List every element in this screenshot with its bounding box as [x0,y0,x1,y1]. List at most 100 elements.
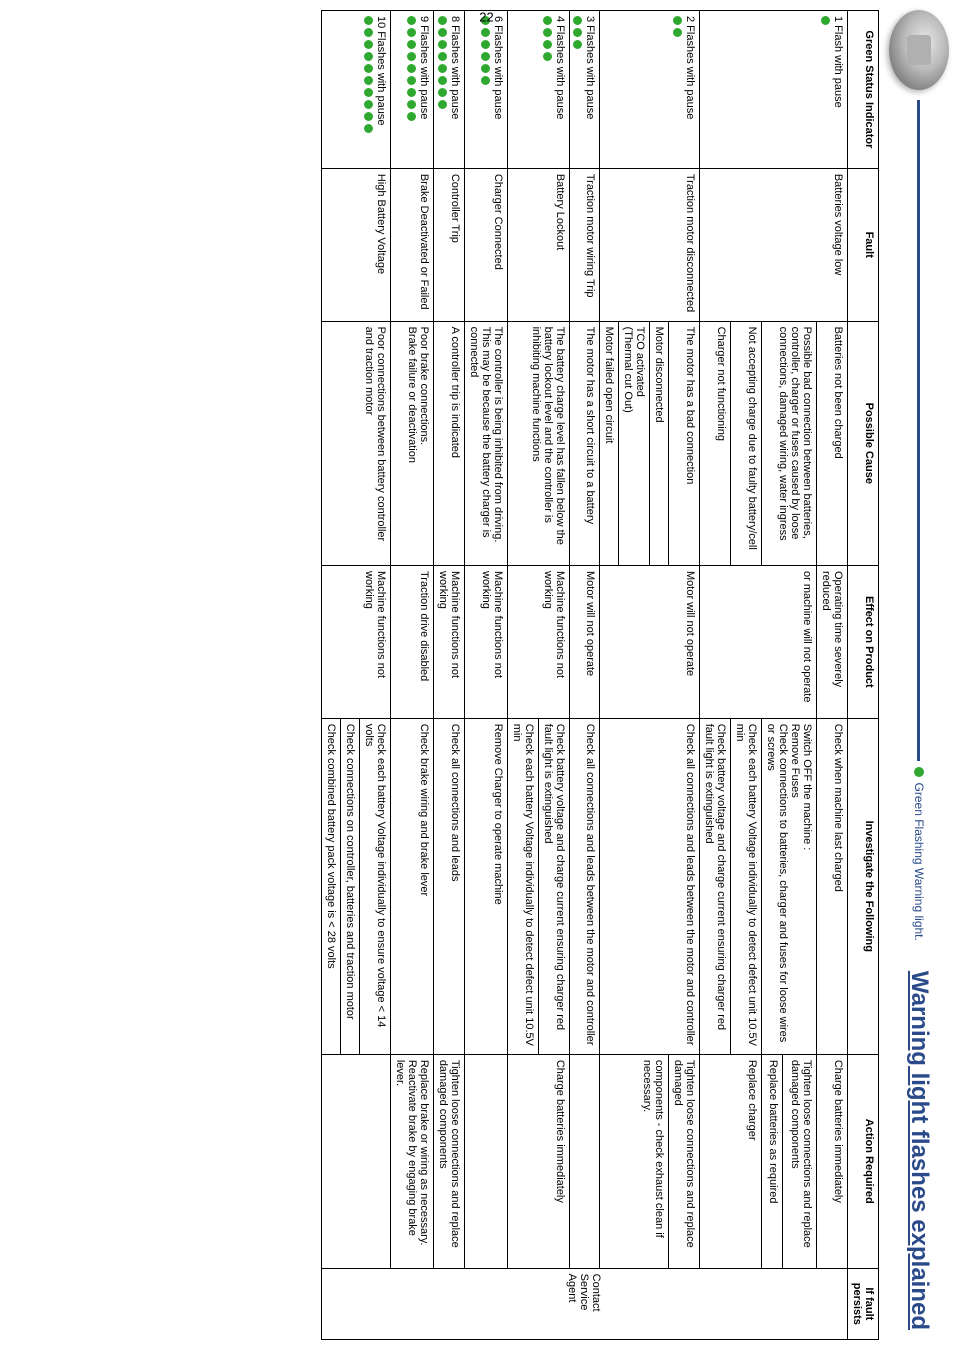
table-cell: Machine functions not working [508,566,570,719]
table-cell: Motor disconnected [650,321,669,565]
table-cell: Charger Connected [465,168,508,321]
col-header: Green Status Indicator [848,11,879,169]
table-header-row: Green Status Indicator Fault Possible Ca… [848,11,879,1340]
table-cell: Switch OFF the machine :Remove FusesChec… [762,718,817,1054]
dot-icon [364,52,373,61]
table-cell: The motor has a bad connection [669,321,700,565]
table-cell: Tighten loose connections and replace da… [782,1054,816,1268]
table-cell: TCO activated(Thermal cut Out) [619,321,650,565]
dot-icon [438,76,447,85]
dot-icon [438,64,447,73]
table-cell: Controller Trip [434,168,465,321]
table-cell: Machine functions not working [434,566,465,719]
table-cell: components - check exhaust clean if nece… [600,1054,669,1268]
table-cell: 1 Flash with pause [700,11,848,169]
table-cell: Check each battery Voltage individually … [731,718,762,1054]
table-cell [465,1054,508,1268]
table-cell: Check brake wiring and brake lever [391,718,434,1054]
table-cell: Traction drive disabled [391,566,434,719]
dot-icon [364,112,373,121]
table-cell: Charger not functioning [700,321,731,565]
dot-icon [364,64,373,73]
table-cell: 9 Flashes with pause [391,11,434,169]
table-cell: Batteries not been charged [817,321,848,565]
table-cell: Not accepting charge due to faulty batte… [731,321,762,565]
dot-icon [481,76,490,85]
table-cell: Replace charger [700,1054,762,1268]
dot-icon [438,100,447,109]
table-cell: or machine will not operate [700,566,817,719]
dot-icon [407,28,416,37]
table-cell: 8 Flashes with pause [434,11,465,169]
table-cell: Motor will not operate [570,566,600,719]
dot-icon [407,88,416,97]
table-cell: High Battery Voltage [322,168,391,321]
table-cell: Poor connections between battery control… [322,321,391,565]
col-header: Action Required [848,1054,879,1268]
dot-icon [573,16,582,25]
table-cell: Poor brake connections.Brake failure or … [391,321,434,565]
table-cell: 2 Flashes with pause [600,11,700,169]
dot-icon [364,28,373,37]
dot-icon [364,76,373,85]
dot-icon [364,16,373,25]
table-cell: Machine functions not working [465,566,508,719]
flash-dots [821,16,830,163]
flash-dots [673,16,682,163]
dot-icon [573,40,582,49]
col-header: Fault [848,168,879,321]
dot-icon [364,40,373,49]
table-cell: Charge batteries immediately [508,1054,570,1268]
table-cell: Brake Deactivated or Failed [391,168,434,321]
flash-dots [407,16,416,163]
flash-dots [481,16,490,163]
table-cell: Check connections on controller, batteri… [341,718,360,1054]
table-cell: Check all connections and leads between … [570,718,600,1054]
dot-icon [407,52,416,61]
table-cell: 6 Flashes with pause [465,11,508,169]
table-cell: Check battery voltage and charge current… [539,718,570,1054]
dot-icon [407,112,416,121]
flash-dots [364,16,373,163]
table-cell: Batteries voltage low [700,168,848,321]
dot-icon [821,16,830,25]
table-cell: 3 Flashes with pause [570,11,600,169]
col-header: If fault persists [848,1268,879,1339]
col-header: Effect on Product [848,566,879,719]
table-cell [322,1054,391,1268]
dot-icon [438,16,447,25]
table-cell: Traction motor disconnected [600,168,700,321]
page-header: Green Flashing Warning light. Warning li… [884,0,954,1350]
dot-icon [543,52,552,61]
dot-icon [481,52,490,61]
table-cell: Check each battery Voltage individually … [508,718,539,1054]
col-header: Possible Cause [848,321,879,565]
dot-icon [573,28,582,37]
table-cell: The motor has a short circuit to a batte… [570,321,600,565]
dot-icon [407,40,416,49]
table-cell: Operating time severely reduced [817,566,848,719]
table-cell: Possible bad connection between batterie… [762,321,817,565]
header-rule [918,100,921,761]
dot-icon [481,28,490,37]
table-cell: Tighten loose connections and replace da… [669,1054,700,1268]
table-cell: Charge batteries immediately [817,1054,848,1268]
page-title: Warning light flashes explained [905,971,933,1330]
legend-dot-icon [914,767,924,777]
table-cell: Replace brake or wiring as necessary.Rea… [391,1054,434,1268]
dot-icon [364,100,373,109]
dot-icon [438,28,447,37]
dot-icon [438,88,447,97]
table-cell: Machine functions not working [322,566,391,719]
dot-icon [407,76,416,85]
table-cell: Battery Lockout [508,168,570,321]
flash-dots [543,16,552,163]
table-cell: Check all connections and leads between … [600,718,700,1054]
col-header: Investigate the Following [848,718,879,1054]
table-cell: A controller trip is indicated [434,321,465,565]
table-cell: Check combined battery pack voltage is <… [322,718,341,1054]
table-cell: Check battery voltage and charge current… [700,718,731,1054]
persist-cell: ContactServiceAgent [322,1268,848,1339]
dot-icon [407,64,416,73]
table-cell: Traction motor wiring Trip [570,168,600,321]
